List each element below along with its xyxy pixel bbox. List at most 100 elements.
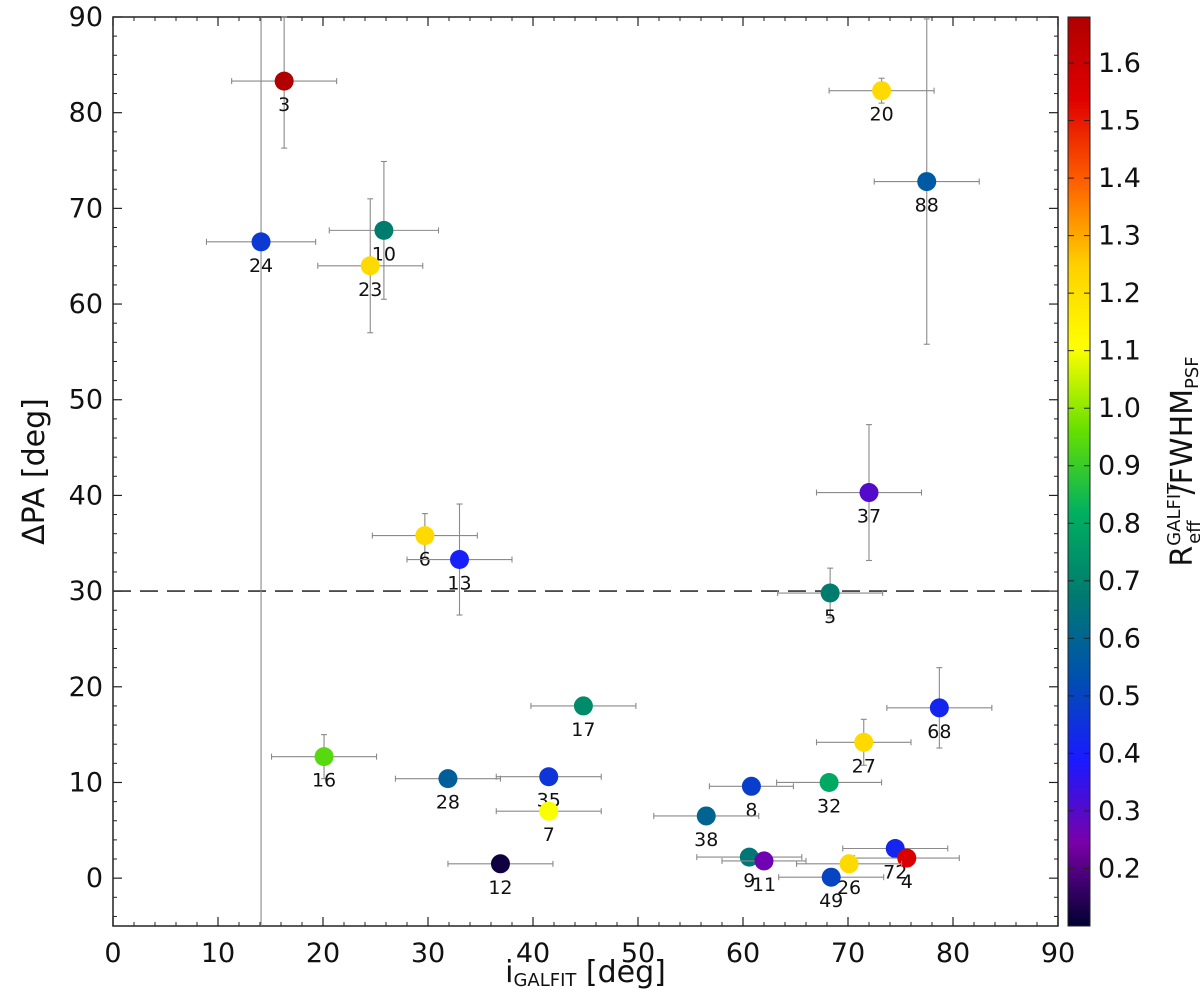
y-tick-label: 40	[69, 480, 103, 511]
data-point-group: 20	[828, 77, 935, 126]
x-tick-label: 0	[104, 938, 121, 969]
x-tick-label: 80	[936, 938, 970, 969]
x-axis-title-main: i	[505, 955, 513, 990]
point-label: 88	[915, 195, 939, 217]
data-point	[450, 550, 469, 570]
data-point	[314, 747, 334, 767]
point-label: 32	[817, 795, 841, 817]
point-label: 72	[883, 861, 907, 883]
data-point	[490, 854, 510, 874]
colorbar-tick-label: 0.7	[1098, 566, 1141, 597]
y-tick-label: 30	[69, 576, 103, 607]
data-point-group: 88	[873, 18, 980, 345]
data-point-group: 24	[205, 17, 317, 926]
data-point	[859, 483, 879, 503]
x-axis-title-unit: [deg]	[576, 955, 666, 990]
colorbar-tick-label: 1.4	[1098, 163, 1141, 194]
data-point-group: 68	[886, 667, 993, 749]
data-point	[819, 772, 839, 792]
data-point	[821, 867, 841, 887]
data-point-group: 4	[853, 848, 960, 893]
data-point	[539, 767, 559, 787]
x-axis-title-sub: GALFIT	[513, 970, 577, 991]
y-tick-label: 10	[69, 767, 103, 798]
data-point	[929, 698, 949, 718]
point-label: 16	[312, 770, 336, 792]
y-axis-title: ΔPA [deg]	[17, 398, 52, 545]
point-label: 26	[837, 877, 861, 899]
colorbar-tick-label: 0.8	[1098, 508, 1141, 539]
data-point-group: 12	[447, 854, 554, 899]
y-tick-label: 90	[69, 2, 103, 33]
x-tick-label: 10	[201, 938, 235, 969]
point-label: 20	[870, 104, 894, 126]
point-label: 9	[743, 870, 755, 892]
colorbar-tick-label: 0.5	[1098, 681, 1141, 712]
colorbar-tick-label: 1.6	[1098, 48, 1141, 79]
data-point	[438, 769, 458, 789]
point-label: 37	[857, 506, 881, 528]
point-label: 23	[358, 279, 382, 301]
data-point-group: 8	[708, 776, 794, 821]
point-label: 5	[824, 606, 836, 628]
point-label: 10	[372, 243, 396, 265]
data-point	[251, 232, 271, 252]
point-label: 38	[694, 829, 718, 851]
data-point	[696, 806, 716, 826]
data-point	[917, 172, 937, 192]
colorbar-title: RGALFITeff/FWHMPSF	[1164, 356, 1200, 566]
data-point-group: 5	[777, 567, 884, 628]
data-point-group: 26	[795, 854, 903, 899]
x-tick-label: 90	[1041, 938, 1075, 969]
data-point-group: 11	[721, 851, 807, 896]
point-label: 28	[436, 792, 460, 814]
data-point	[741, 776, 761, 796]
data-point-group: 17	[530, 696, 637, 741]
data-point-group: 3	[231, 16, 338, 149]
y-tick-label: 60	[69, 289, 103, 320]
colorbar-tick-label: 1.5	[1098, 106, 1141, 137]
y-tick-label: 20	[69, 672, 103, 703]
y-tick-label: 0	[86, 863, 103, 894]
data-point	[274, 71, 294, 91]
point-label: 12	[488, 877, 512, 899]
x-axis-title: iGALFIT [deg]	[505, 955, 666, 991]
data-point-group: 28	[394, 769, 502, 814]
data-point-group: 38	[653, 806, 760, 851]
data-point-group: 7	[495, 801, 602, 846]
colorbar-tick-label: 1.0	[1098, 393, 1141, 424]
data-point	[820, 583, 840, 603]
data-point	[374, 220, 394, 240]
data-point	[754, 851, 774, 871]
colorbar-title-sub: eff	[1184, 520, 1200, 544]
data-point	[839, 854, 859, 874]
point-label: 17	[571, 719, 595, 741]
data-point-group: 49	[778, 867, 885, 912]
colorbar-tick-label: 1.2	[1098, 278, 1141, 309]
colorbar-title-main: R	[1165, 546, 1200, 567]
y-tick-label: 50	[69, 385, 103, 416]
point-label: 4	[901, 871, 913, 893]
data-point	[573, 696, 593, 716]
point-label: 8	[745, 799, 757, 821]
point-label: 49	[819, 890, 843, 912]
data-point-group: 32	[776, 772, 883, 817]
data-point-group: 23	[317, 198, 424, 334]
data-point-group: 9	[696, 847, 803, 892]
colorbar-title-sup: GALFIT	[1164, 482, 1185, 546]
x-tick-label: 60	[726, 938, 760, 969]
colorbar-tick-label: 0.4	[1098, 738, 1141, 769]
colorbar-tick-label: 0.6	[1098, 623, 1141, 654]
data-point	[872, 81, 892, 101]
data-point	[739, 847, 759, 867]
colorbar-tick-label: 0.2	[1098, 853, 1141, 884]
data-point	[415, 526, 435, 546]
colorbar-tick-label: 0.9	[1098, 451, 1141, 482]
point-label: 27	[852, 755, 876, 777]
point-label: 68	[927, 721, 951, 743]
colorbar	[1067, 16, 1091, 927]
point-label: 7	[543, 824, 555, 846]
x-tick-label: 40	[516, 938, 550, 969]
